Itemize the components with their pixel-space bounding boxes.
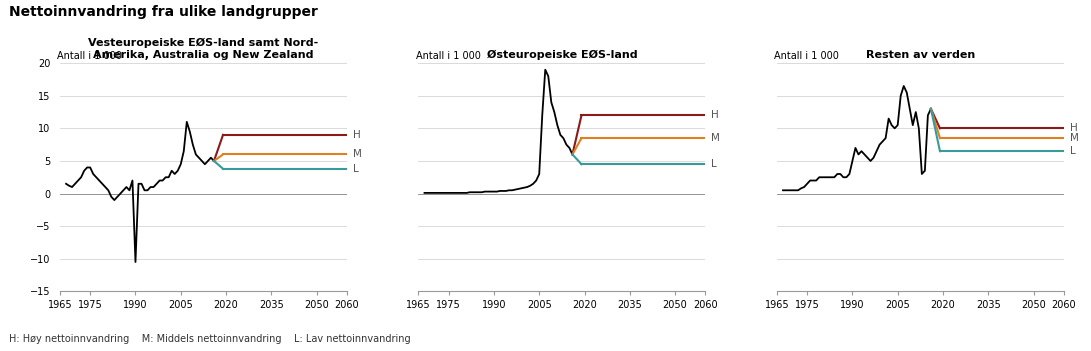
Title: Østeuropeiske EØS-land: Østeuropeiske EØS-land	[487, 49, 637, 60]
Text: L: L	[711, 159, 717, 169]
Title: Vesteuropeiske EØS-land samt Nord-
Amerika, Australia og New Zealand: Vesteuropeiske EØS-land samt Nord- Ameri…	[88, 38, 319, 60]
Text: Antall i 1 000: Antall i 1 000	[416, 51, 480, 61]
Text: L: L	[1070, 146, 1076, 156]
Text: H: H	[352, 130, 360, 140]
Text: H: Høy nettoinnvandring    M: Middels nettoinnvandring    L: Lav nettoinnvandrin: H: Høy nettoinnvandring M: Middels netto…	[9, 334, 410, 344]
Text: H: H	[711, 110, 719, 120]
Text: H: H	[1070, 123, 1078, 133]
Text: Nettoinnvandring fra ulike landgrupper: Nettoinnvandring fra ulike landgrupper	[9, 5, 317, 19]
Text: M: M	[1070, 133, 1079, 143]
Title: Resten av verden: Resten av verden	[866, 49, 975, 60]
Text: Antall i 1 000: Antall i 1 000	[57, 51, 122, 61]
Text: Antall i 1 000: Antall i 1 000	[775, 51, 839, 61]
Text: M: M	[352, 150, 362, 159]
Text: L: L	[352, 164, 359, 174]
Text: M: M	[711, 133, 720, 143]
